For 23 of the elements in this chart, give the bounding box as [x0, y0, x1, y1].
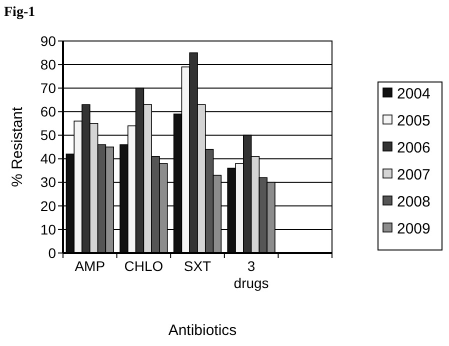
x-tick-label: SXT: [184, 258, 212, 274]
y-tick-label: 60: [40, 104, 56, 120]
y-tick-label: 30: [40, 174, 56, 190]
y-tick-label: 90: [40, 32, 56, 49]
y-tick-label: 20: [40, 198, 56, 214]
legend-label: 2008: [397, 193, 430, 210]
x-tick-label: 3 drugs: [234, 258, 269, 291]
legend-label: 2004: [397, 85, 430, 102]
chart-title: Fig-1: [4, 5, 36, 20]
legend-label: 2007: [397, 166, 430, 184]
y-tick-label: 10: [40, 221, 56, 238]
legend-label: 2009: [397, 220, 430, 238]
x-tick-label: CHLO: [124, 258, 164, 274]
legend-label: 2005: [397, 112, 430, 130]
y-tick-label: 0: [48, 244, 56, 261]
y-tick-label: 70: [40, 80, 56, 96]
legend-label: 2006: [397, 139, 430, 156]
y-tick-label: 80: [40, 56, 56, 72]
y-axis-title: % Resistant: [9, 106, 26, 188]
x-axis-title: Antibiotics: [168, 322, 237, 339]
y-tick-label: 50: [40, 127, 56, 144]
y-tick-label: 40: [40, 150, 56, 167]
x-tick-label: AMP: [74, 258, 106, 274]
